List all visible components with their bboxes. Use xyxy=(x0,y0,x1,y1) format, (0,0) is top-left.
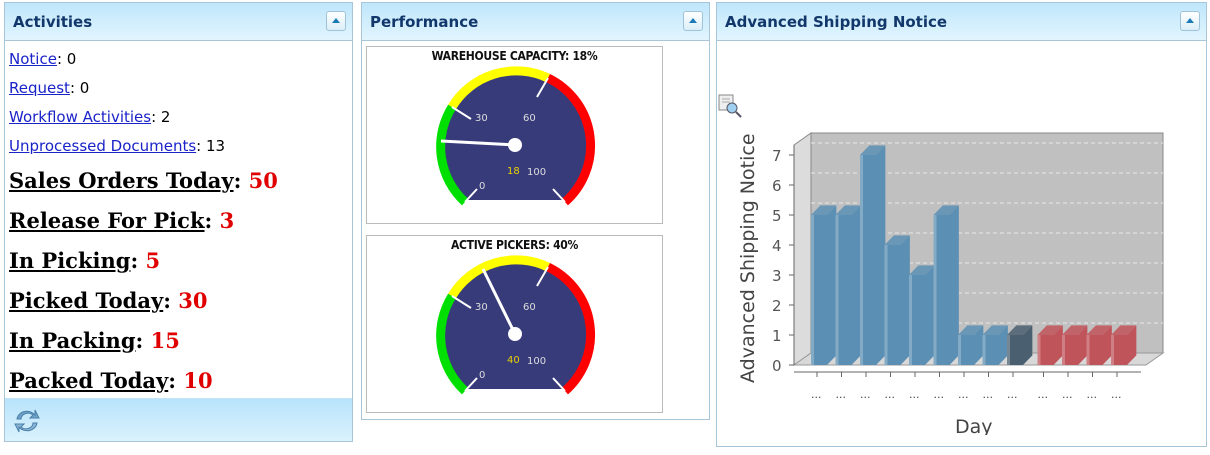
svg-text:60: 60 xyxy=(523,302,536,313)
gauge-dial: 0 30 60 100 40 xyxy=(436,255,596,395)
in-picking-link[interactable]: In Picking xyxy=(9,248,131,273)
unprocessed-documents-link[interactable]: Unprocessed Documents xyxy=(9,137,197,155)
svg-text:...: ... xyxy=(983,388,994,401)
performance-header: Performance xyxy=(362,3,709,41)
sep: : xyxy=(163,288,179,313)
release-for-pick-link[interactable]: Release For Pick xyxy=(9,208,205,233)
svg-text:...: ... xyxy=(1087,388,1098,401)
svg-text:5: 5 xyxy=(772,207,782,225)
active-pickers-gauge: ACTIVE PICKERS: 40% 0 30 60 100 40 xyxy=(366,235,663,413)
asn-bar-chart: 0 1 2 3 4 5 6 7................................… xyxy=(737,132,1165,435)
performance-panel: Performance WAREHOUSE CAPACITY: 18% 0 30… xyxy=(361,2,710,420)
metric-sales-orders: Sales Orders Today: 50 xyxy=(9,161,352,201)
sep: : xyxy=(130,248,146,273)
activities-collapse-button[interactable] xyxy=(326,11,346,31)
metric-in-picking: In Picking: 5 xyxy=(9,241,352,281)
workflow-count: : 2 xyxy=(151,108,171,126)
sales-orders-value: 50 xyxy=(248,168,278,193)
svg-text:...: ... xyxy=(1007,388,1018,401)
svg-text:...: ... xyxy=(1111,388,1122,401)
activity-notice: Notice: 0 xyxy=(9,45,352,74)
svg-text:30: 30 xyxy=(475,113,488,124)
svg-text:100: 100 xyxy=(527,356,546,367)
metric-release-for-pick: Release For Pick: 3 xyxy=(9,201,352,241)
svg-text:...: ... xyxy=(958,388,969,401)
sep: : xyxy=(135,328,151,353)
svg-text:4: 4 xyxy=(772,237,782,255)
notice-link[interactable]: Notice xyxy=(9,50,57,68)
svg-text:6: 6 xyxy=(772,177,782,195)
svg-text:...: ... xyxy=(1062,388,1073,401)
asn-collapse-button[interactable] xyxy=(1180,11,1200,31)
picked-today-link[interactable]: Picked Today xyxy=(9,288,164,313)
svg-text:Day: Day xyxy=(955,416,993,435)
svg-text:30: 30 xyxy=(475,302,488,313)
sep: : xyxy=(204,208,220,233)
request-link[interactable]: Request xyxy=(9,79,70,97)
packed-today-value: 10 xyxy=(183,368,213,393)
svg-text:100: 100 xyxy=(527,167,546,178)
chevron-up-icon xyxy=(689,18,697,23)
activities-header: Activities xyxy=(5,3,352,41)
refresh-icon[interactable] xyxy=(11,405,43,437)
svg-text:...: ... xyxy=(1038,388,1049,401)
svg-text:60: 60 xyxy=(523,113,536,124)
in-packing-value: 15 xyxy=(150,328,180,353)
metric-packed-today: Packed Today: 10 xyxy=(9,361,352,401)
activity-workflow: Workflow Activities: 2 xyxy=(9,103,352,132)
svg-text:...: ... xyxy=(811,388,822,401)
warehouse-capacity-gauge: WAREHOUSE CAPACITY: 18% 0 30 60 100 18 xyxy=(366,46,663,224)
sep: : xyxy=(168,368,184,393)
sales-orders-link[interactable]: Sales Orders Today xyxy=(9,168,234,193)
svg-text:40: 40 xyxy=(507,355,520,366)
chevron-up-icon xyxy=(1186,18,1194,23)
magnifier-icon[interactable] xyxy=(718,94,742,118)
svg-text:0: 0 xyxy=(772,357,782,375)
workflow-activities-link[interactable]: Workflow Activities xyxy=(9,108,152,126)
svg-text:0: 0 xyxy=(479,370,485,381)
svg-text:...: ... xyxy=(909,388,920,401)
svg-text:...: ... xyxy=(836,388,847,401)
svg-text:2: 2 xyxy=(772,297,782,315)
picked-today-value: 30 xyxy=(178,288,208,313)
sep: : xyxy=(233,168,249,193)
performance-collapse-button[interactable] xyxy=(683,11,703,31)
gauge-dial: 0 30 60 100 18 xyxy=(436,66,596,206)
request-count: : 0 xyxy=(69,79,90,97)
activity-unprocessed: Unprocessed Documents: 13 xyxy=(9,132,352,161)
activities-panel: Activities Notice: 0 Request: 0 Workflow… xyxy=(4,2,353,442)
chevron-up-icon xyxy=(332,18,340,23)
release-for-pick-value: 3 xyxy=(219,208,235,233)
performance-title: Performance xyxy=(370,13,479,31)
metric-picked-today: Picked Today: 30 xyxy=(9,281,352,321)
notice-count: : 0 xyxy=(56,50,77,68)
metric-in-packing: In Packing: 15 xyxy=(9,321,352,361)
svg-text:...: ... xyxy=(934,388,945,401)
activities-footer xyxy=(5,398,352,441)
gauge-title: WAREHOUSE CAPACITY: 18% xyxy=(431,49,598,63)
svg-text:1: 1 xyxy=(772,327,782,345)
unprocessed-count: : 13 xyxy=(196,137,226,155)
activities-title: Activities xyxy=(13,13,93,31)
svg-text:...: ... xyxy=(860,388,871,401)
svg-text:7: 7 xyxy=(772,147,782,165)
svg-text:Advanced Shipping Notice: Advanced Shipping Notice xyxy=(737,133,759,383)
svg-text:18: 18 xyxy=(507,166,520,177)
in-packing-link[interactable]: In Packing xyxy=(9,328,136,353)
gauge-title: ACTIVE PICKERS: 40% xyxy=(450,238,579,252)
asn-header: Advanced Shipping Notice xyxy=(717,3,1206,41)
asn-title: Advanced Shipping Notice xyxy=(725,13,948,31)
in-picking-value: 5 xyxy=(145,248,161,273)
svg-text:...: ... xyxy=(885,388,896,401)
packed-today-link[interactable]: Packed Today xyxy=(9,368,169,393)
svg-text:3: 3 xyxy=(772,267,782,285)
activity-request: Request: 0 xyxy=(9,74,352,103)
svg-text:0: 0 xyxy=(479,181,485,192)
asn-panel: Advanced Shipping Notice 0 1 2 3 4 5 6 7.......… xyxy=(716,2,1207,447)
